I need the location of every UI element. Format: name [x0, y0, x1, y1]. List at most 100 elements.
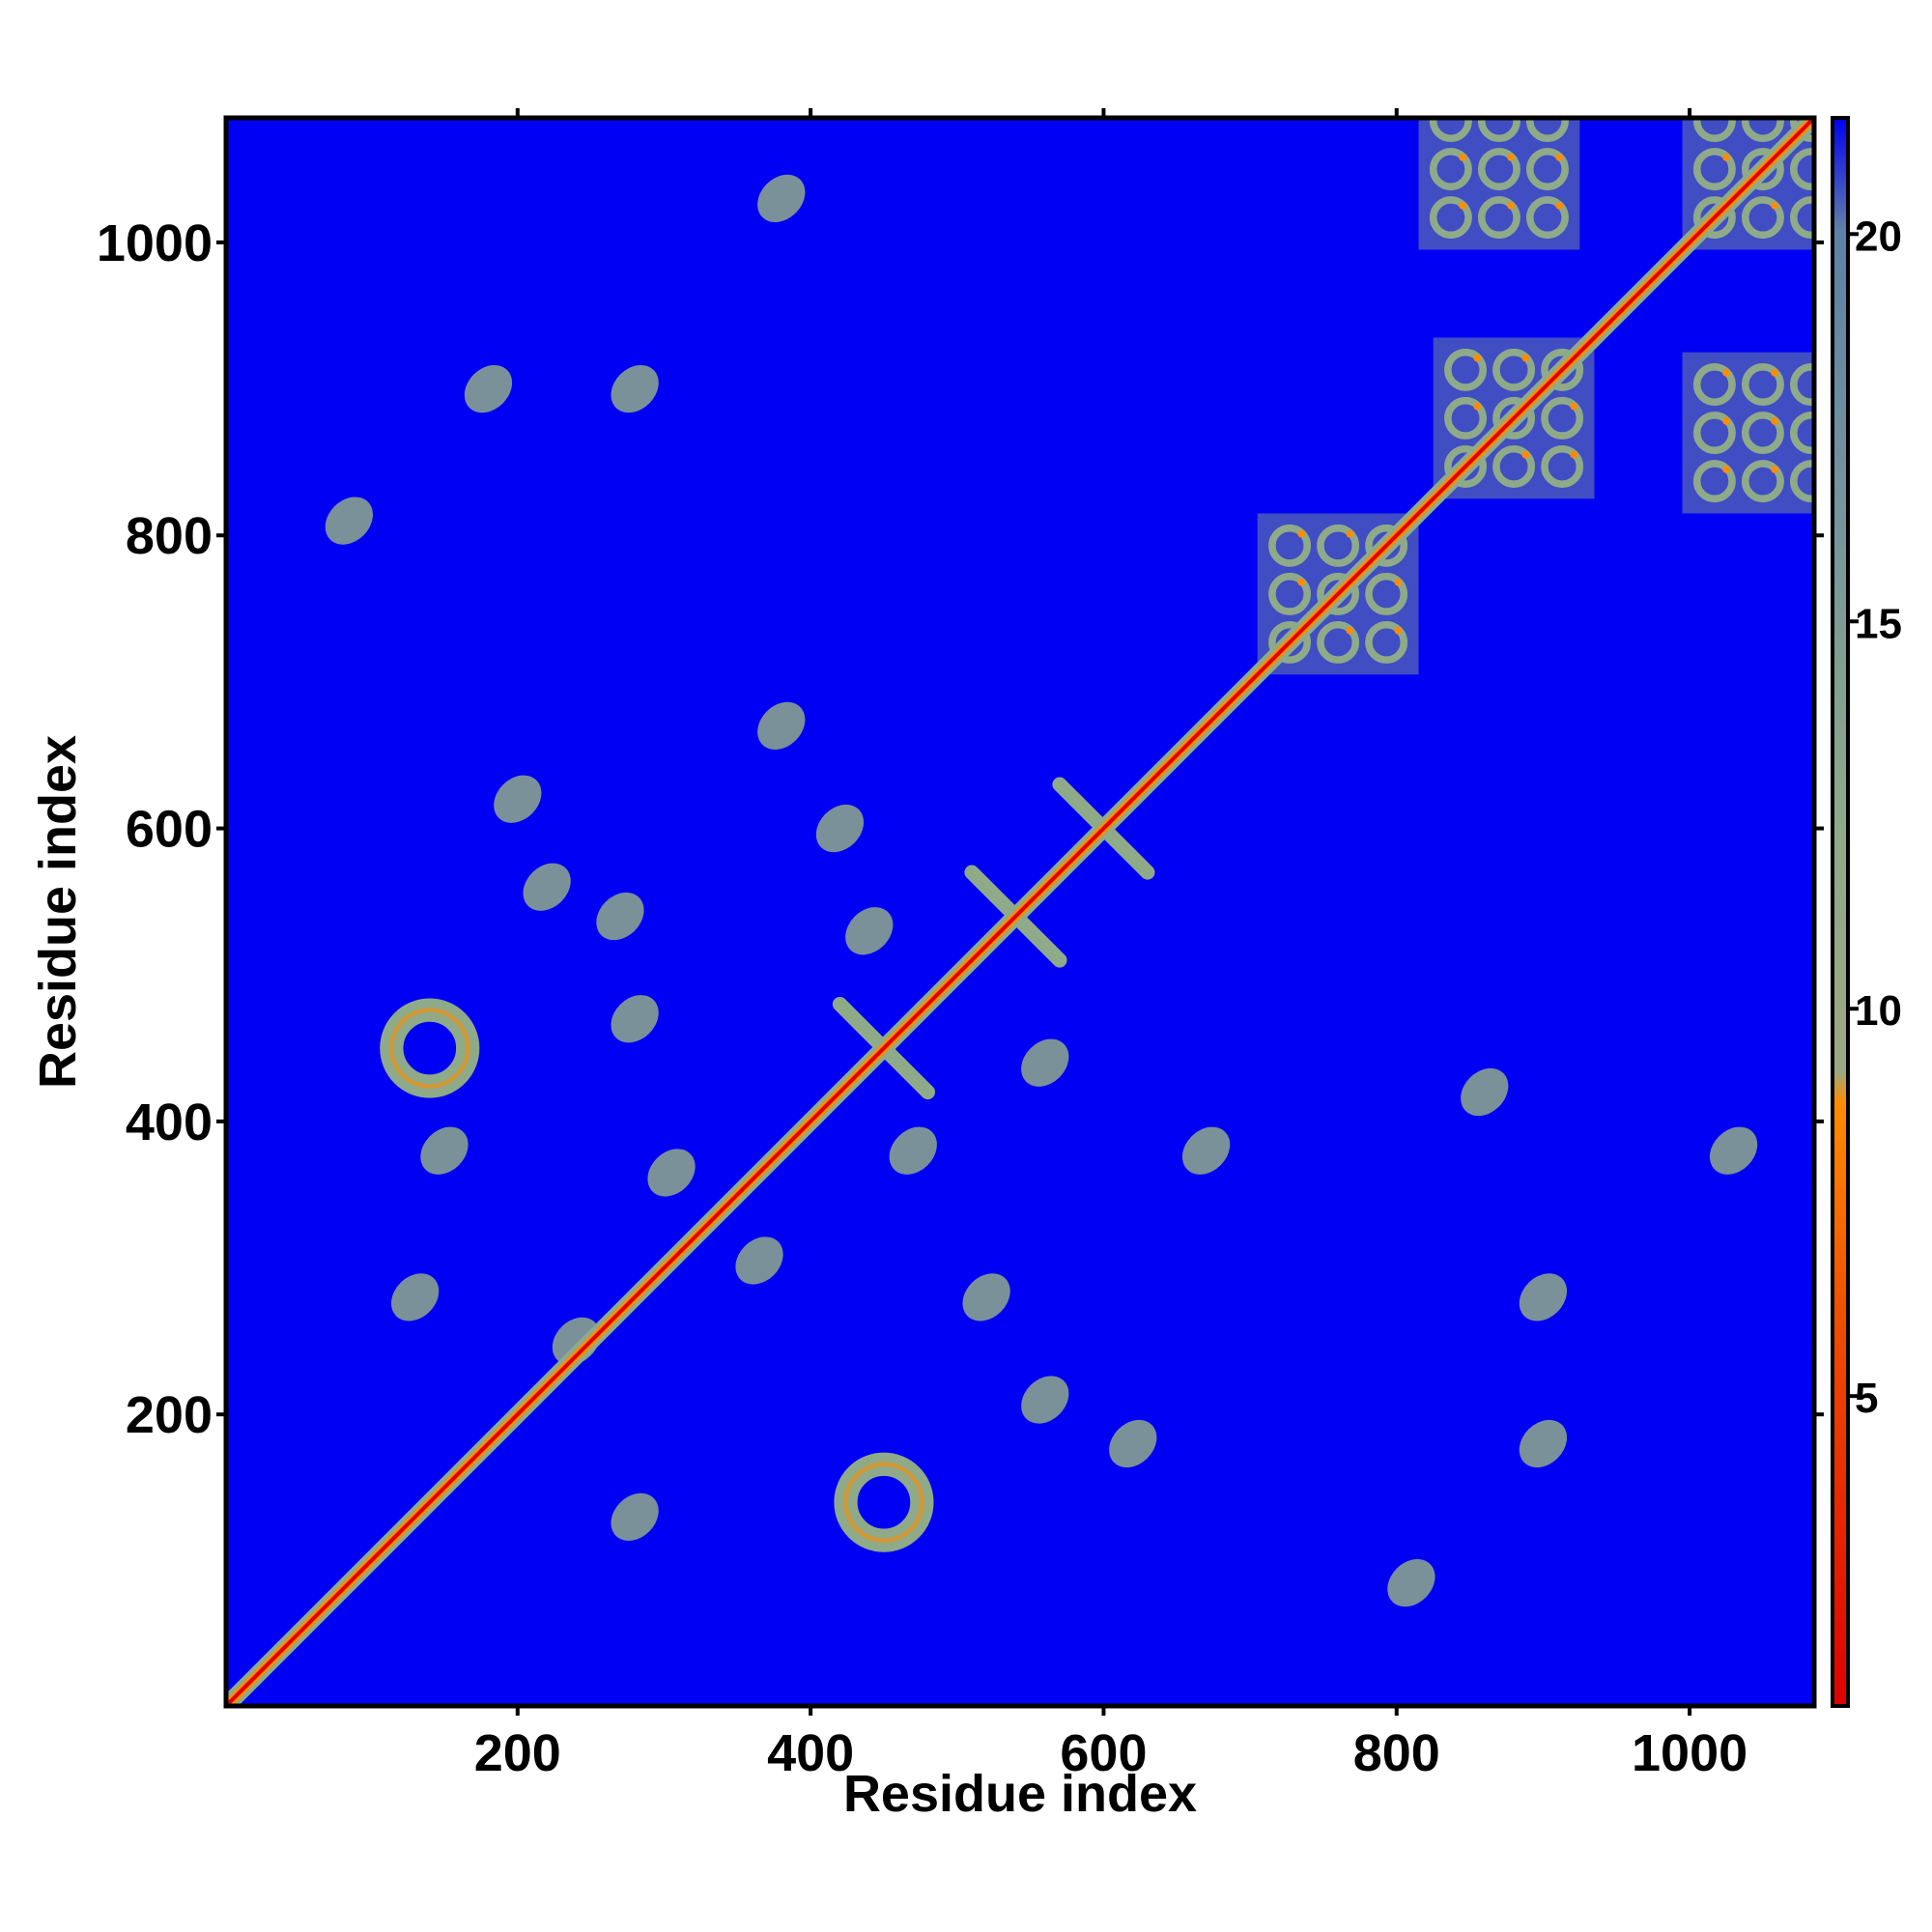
- contact-grid-ring: [1741, 363, 1784, 407]
- contact-grid-ring: [1789, 118, 1814, 143]
- contact-grid-point: [1722, 369, 1730, 377]
- contact-blob: [1519, 1273, 1568, 1321]
- contact-grid-ring: [1317, 572, 1360, 615]
- contact-grid-ring: [1429, 148, 1472, 191]
- x-axis-label: Residue index: [843, 1765, 1197, 1823]
- contact-grid-point: [1297, 529, 1305, 538]
- contact-grid-point: [1819, 417, 1827, 425]
- contact-grid-patch: [1682, 352, 1814, 514]
- contact-grid-ring: [1525, 148, 1569, 191]
- contact-grid-ring: [1268, 572, 1312, 615]
- contact-blob: [325, 497, 374, 545]
- contact-grid-ring: [1692, 148, 1736, 191]
- x-tick-label: 600: [1060, 1724, 1147, 1782]
- y-axis-label: Residue index: [29, 735, 87, 1089]
- contact-blob: [815, 804, 865, 853]
- contact-grid-ring: [1365, 620, 1408, 664]
- contact-blob: [757, 174, 806, 223]
- contact-grid-ring: [1541, 348, 1584, 391]
- x-tick-label: 1000: [1632, 1724, 1747, 1782]
- contact-grid-ring: [1477, 196, 1520, 240]
- contact-grid-point: [1473, 402, 1481, 411]
- contact-grid-ring: [1741, 118, 1784, 143]
- contact-grid-ring: [1741, 196, 1784, 240]
- contact-grid-point: [1819, 466, 1827, 473]
- contact-grid-point: [1722, 154, 1730, 161]
- contact-grid-ring: [1477, 118, 1520, 143]
- contact-grid-point: [1570, 402, 1578, 411]
- contact-grid-ring: [1444, 396, 1488, 440]
- contact-grid-ring: [1789, 460, 1814, 503]
- contact-grid-point: [1722, 105, 1730, 113]
- contact-blob: [1021, 1376, 1069, 1424]
- contact-grid-ring: [1541, 396, 1584, 440]
- contact-blob: [1109, 1419, 1157, 1468]
- colorbar: [1831, 116, 1850, 1708]
- contact-blob: [611, 1492, 659, 1541]
- diagonal-band: [226, 118, 1814, 1706]
- contact-grid-point: [1394, 578, 1403, 586]
- contact-grid-point: [1771, 105, 1778, 113]
- contact-grid-ring: [1525, 196, 1569, 240]
- colorbar-tick-label: 10: [1855, 987, 1902, 1035]
- contact-grid-ring: [1492, 396, 1536, 440]
- contact-grid-point: [1555, 105, 1563, 113]
- contact-blob: [1709, 1126, 1758, 1175]
- contact-grid-point: [1507, 154, 1515, 161]
- contact-grid-ring: [1317, 620, 1360, 664]
- contact-grid-ring: [1789, 363, 1814, 407]
- y-tick-label: 600: [126, 801, 213, 859]
- contact-grid-ring: [1789, 148, 1814, 191]
- y-tick-label: 800: [126, 507, 213, 565]
- contact-grid-ring: [1268, 524, 1312, 567]
- contact-grid-ring: [1444, 348, 1488, 391]
- contact-grid-ring: [1692, 412, 1736, 455]
- contact-grid-point: [1570, 451, 1578, 459]
- y-tick-label: 1000: [97, 214, 213, 272]
- colorbar-tick-label: 20: [1855, 213, 1902, 260]
- contact-blob: [1461, 1067, 1509, 1117]
- contact-blob: [647, 1149, 696, 1197]
- contact-blob: [611, 364, 659, 413]
- contact-ring-core: [389, 1008, 470, 1089]
- contact-blob: [596, 892, 644, 941]
- contact-grid-ring: [1317, 524, 1360, 567]
- contact-grid-point: [1459, 202, 1466, 210]
- y-tick-label: 200: [126, 1386, 213, 1444]
- contact-blob: [1021, 1038, 1069, 1087]
- y-tick-label: 400: [126, 1094, 213, 1151]
- contact-grid-point: [1771, 202, 1778, 210]
- contact-grid-ring: [1444, 444, 1488, 488]
- contact-grid-point: [1459, 105, 1466, 113]
- contact-blob: [889, 1126, 937, 1175]
- contact-grid-point: [1771, 466, 1778, 473]
- colorbar-ticks: 5 10 15 20: [1848, 213, 1902, 1422]
- contact-grid-point: [1819, 105, 1827, 113]
- contact-blob: [1387, 1558, 1435, 1607]
- contact-grid-point: [1521, 451, 1530, 459]
- contact-blob: [962, 1273, 1010, 1321]
- x-tick-label: 800: [1353, 1724, 1440, 1782]
- x-axis: 200 400 600 800 1000: [474, 108, 1747, 1782]
- contact-blob: [464, 364, 513, 413]
- contact-grid-ring: [1741, 460, 1784, 503]
- contact-grid-ring: [1492, 444, 1536, 488]
- contact-grid-ring: [1477, 148, 1520, 191]
- contact-grid-point: [1771, 369, 1778, 377]
- contact-grid-ring: [1692, 460, 1736, 503]
- contact-grid-point: [1555, 202, 1563, 210]
- contact-grid-ring: [1789, 196, 1814, 240]
- colorbar-tick-label: 15: [1855, 600, 1902, 647]
- contact-grid-point: [1771, 417, 1778, 425]
- contact-grid-ring: [1429, 118, 1472, 143]
- diagonal-core: [226, 118, 1814, 1706]
- contact-blob: [1181, 1126, 1231, 1175]
- contact-ring-core: [843, 1462, 924, 1543]
- contact-grid-ring: [1365, 524, 1408, 567]
- contact-grid-ring: [1541, 444, 1584, 488]
- contact-grid-ring: [1365, 572, 1408, 615]
- contact-grid-point: [1819, 202, 1827, 210]
- contact-grid-ring: [1692, 196, 1736, 240]
- contact-blob: [845, 907, 894, 955]
